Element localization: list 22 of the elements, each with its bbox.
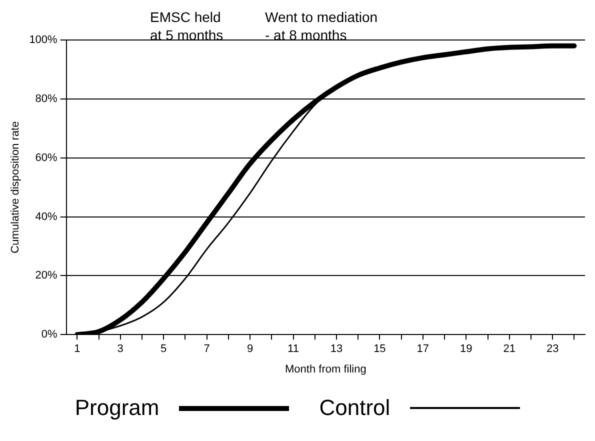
y-tick-label: 0% — [41, 328, 58, 341]
x-tick-label: 5 — [160, 343, 167, 356]
x-tick-label: 13 — [330, 343, 343, 356]
x-tick-label: 17 — [416, 343, 430, 356]
x-tick-label: 9 — [246, 343, 254, 356]
x-axis-title: Month from filing — [285, 363, 366, 376]
x-tick-label: 7 — [204, 343, 210, 356]
legend-label: Control — [319, 395, 390, 421]
x-tick-label: 11 — [288, 343, 299, 356]
y-tick-label: 20% — [35, 270, 58, 282]
y-tick-label: 100% — [29, 34, 58, 46]
y-tick-label: 60% — [35, 152, 58, 164]
x-tick-label: 15 — [374, 343, 386, 356]
y-tick-label: 80% — [35, 92, 58, 105]
text: Program — [74, 395, 160, 421]
x-tick-label: 23 — [546, 343, 559, 356]
x-tick-label: 19 — [460, 343, 472, 356]
y-tick-label: 40% — [35, 210, 58, 223]
x-tick-label: 3 — [117, 343, 124, 356]
x-tick-label: 1 — [74, 343, 80, 356]
x-tick-label: 21 — [503, 343, 516, 356]
y-axis-title: Cumulative disposition rate — [10, 121, 22, 254]
